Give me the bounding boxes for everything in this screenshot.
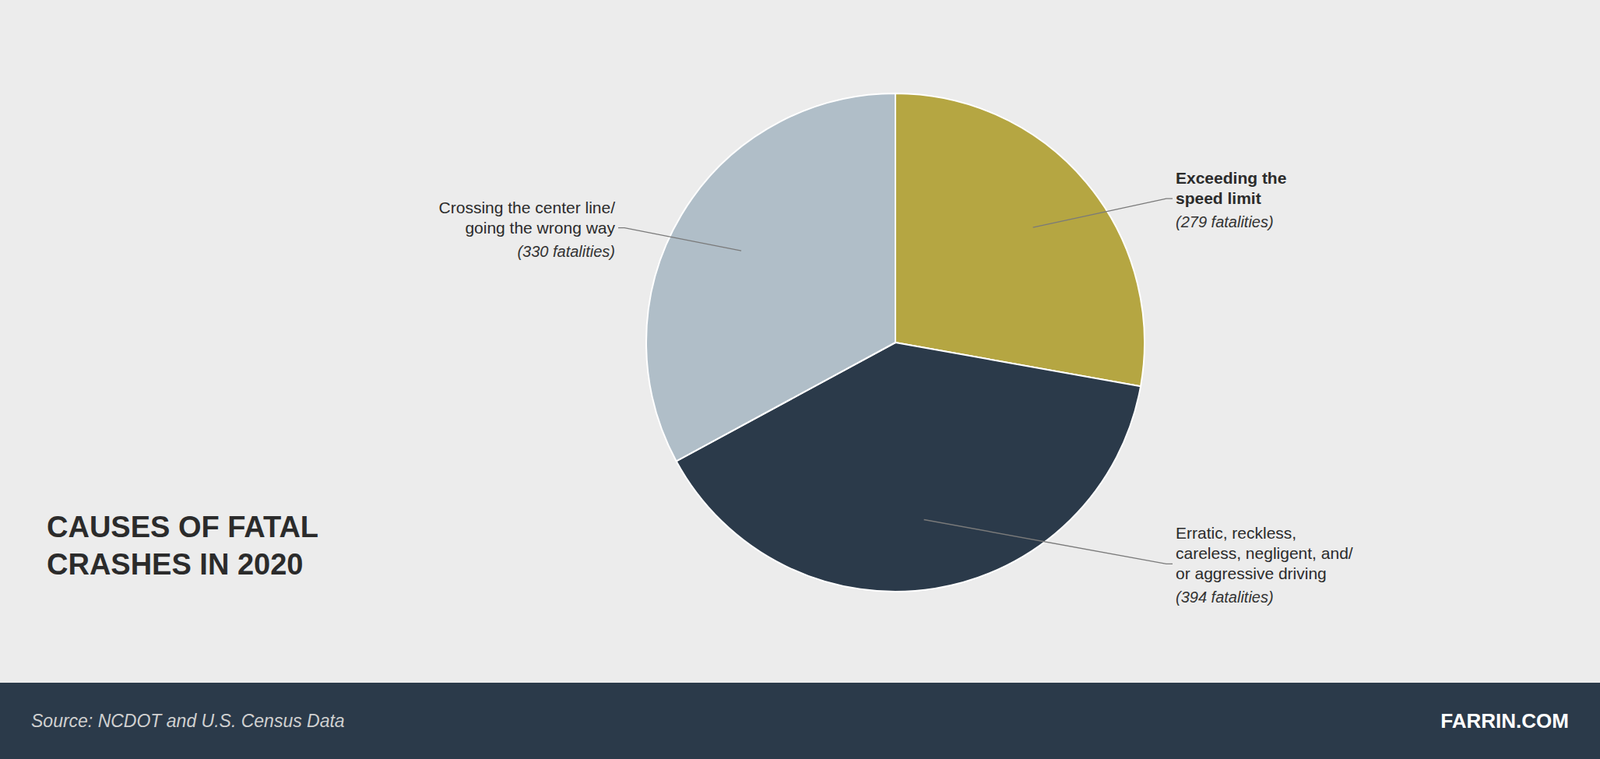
slice-label: Erratic, reckless,careless, negligent, a…: [1175, 523, 1354, 583]
chart-svg: Exceeding thespeed limit (279 fatalities)…: [0, 0, 1600, 759]
labels: Exceeding thespeed limit (279 fatalities)…: [439, 168, 1354, 606]
background: [0, 0, 1600, 759]
pie-slice: [895, 93, 1145, 387]
pie: [646, 93, 1145, 592]
pie-slice: [646, 93, 896, 461]
leader-line: [1033, 198, 1173, 228]
data-label: (394 fatalities): [1175, 588, 1274, 606]
slice-label: Crossing the center line/going the wrong…: [439, 198, 616, 237]
source-note: Source: NCDOT and U.S. Census Data: [31, 710, 345, 732]
data-label: (330 fatalities): [516, 242, 616, 261]
title: CAUSES OF FATALCRASHES IN 2020: [46, 510, 319, 581]
chart-container: Exceeding thespeed limit (279 fatalities)…: [0, 0, 1600, 759]
footer-bar: [0, 682, 1600, 759]
data-label: (279 fatalities): [1175, 213, 1274, 231]
leader-line: [618, 228, 742, 251]
brand: FARRIN.COM: [1440, 709, 1569, 733]
slice-label: Exceeding thespeed limit: [1175, 168, 1287, 208]
leader-line: [924, 519, 1173, 564]
